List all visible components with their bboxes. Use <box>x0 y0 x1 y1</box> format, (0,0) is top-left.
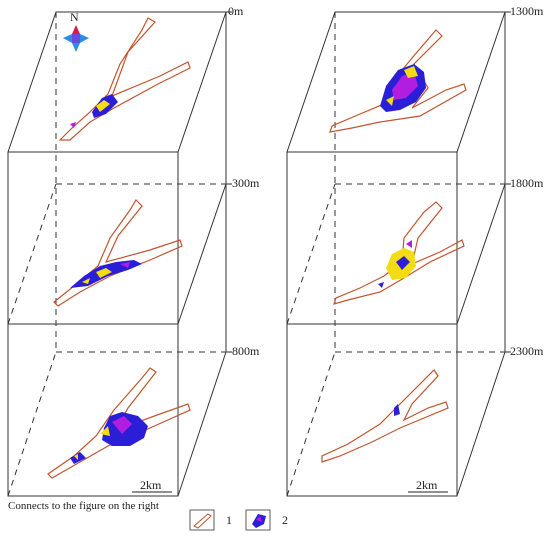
scale-label-right: 2km <box>416 478 438 492</box>
left-block <box>7 11 232 497</box>
north-arrow-icon <box>63 25 89 52</box>
level-2300m-section <box>321 369 449 463</box>
north-label: N <box>70 10 79 24</box>
depth-label-2300m: -2300m <box>506 344 544 358</box>
right-front-top <box>286 151 458 325</box>
right-block <box>286 11 511 497</box>
depth-label-1800m: -1800m <box>506 176 544 190</box>
level-300m-section <box>53 199 183 307</box>
depth-label-800m: -800m <box>228 344 260 358</box>
level-0m-section <box>58 17 191 141</box>
figure-note: Connects to the figure on the right <box>8 500 159 512</box>
right-front-bottom <box>286 323 458 497</box>
depth-label-300m: -300m <box>228 176 260 190</box>
fault-outline <box>53 199 183 307</box>
legend-label-2: 2 <box>282 513 288 527</box>
ore-body <box>394 404 400 416</box>
level-800m-section <box>47 367 191 479</box>
depth-label-0m: 0m <box>228 4 244 18</box>
depth-label-1300m: -1300m <box>506 4 544 18</box>
left-front-bottom <box>7 323 179 497</box>
level-1300m-section <box>329 29 467 133</box>
legend-label-1: 1 <box>226 513 232 527</box>
legend-ore-symbol <box>245 509 271 531</box>
legend-fault-symbol <box>189 509 215 531</box>
left-front-top <box>7 151 179 325</box>
level-1800m-section <box>333 201 465 305</box>
scale-label-left: 2km <box>140 478 162 492</box>
fault-outline <box>321 369 449 463</box>
